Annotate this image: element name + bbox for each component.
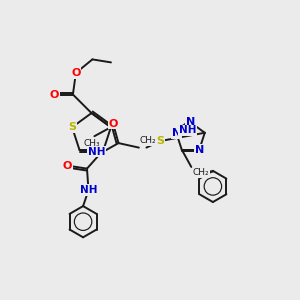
Text: CH₂: CH₂: [193, 168, 209, 177]
Text: NH: NH: [80, 185, 97, 195]
Text: CH₃: CH₃: [84, 139, 100, 148]
Text: CH₂: CH₂: [140, 136, 156, 145]
Text: NH: NH: [179, 125, 196, 135]
Text: O: O: [50, 89, 59, 100]
Text: O: O: [63, 160, 72, 171]
Text: O: O: [108, 118, 118, 129]
Text: S: S: [68, 122, 76, 132]
Text: N: N: [172, 128, 181, 138]
Text: NH: NH: [88, 146, 106, 157]
Text: O: O: [71, 68, 81, 78]
Text: N: N: [186, 117, 195, 128]
Text: N: N: [195, 145, 204, 154]
Text: S: S: [157, 136, 164, 146]
